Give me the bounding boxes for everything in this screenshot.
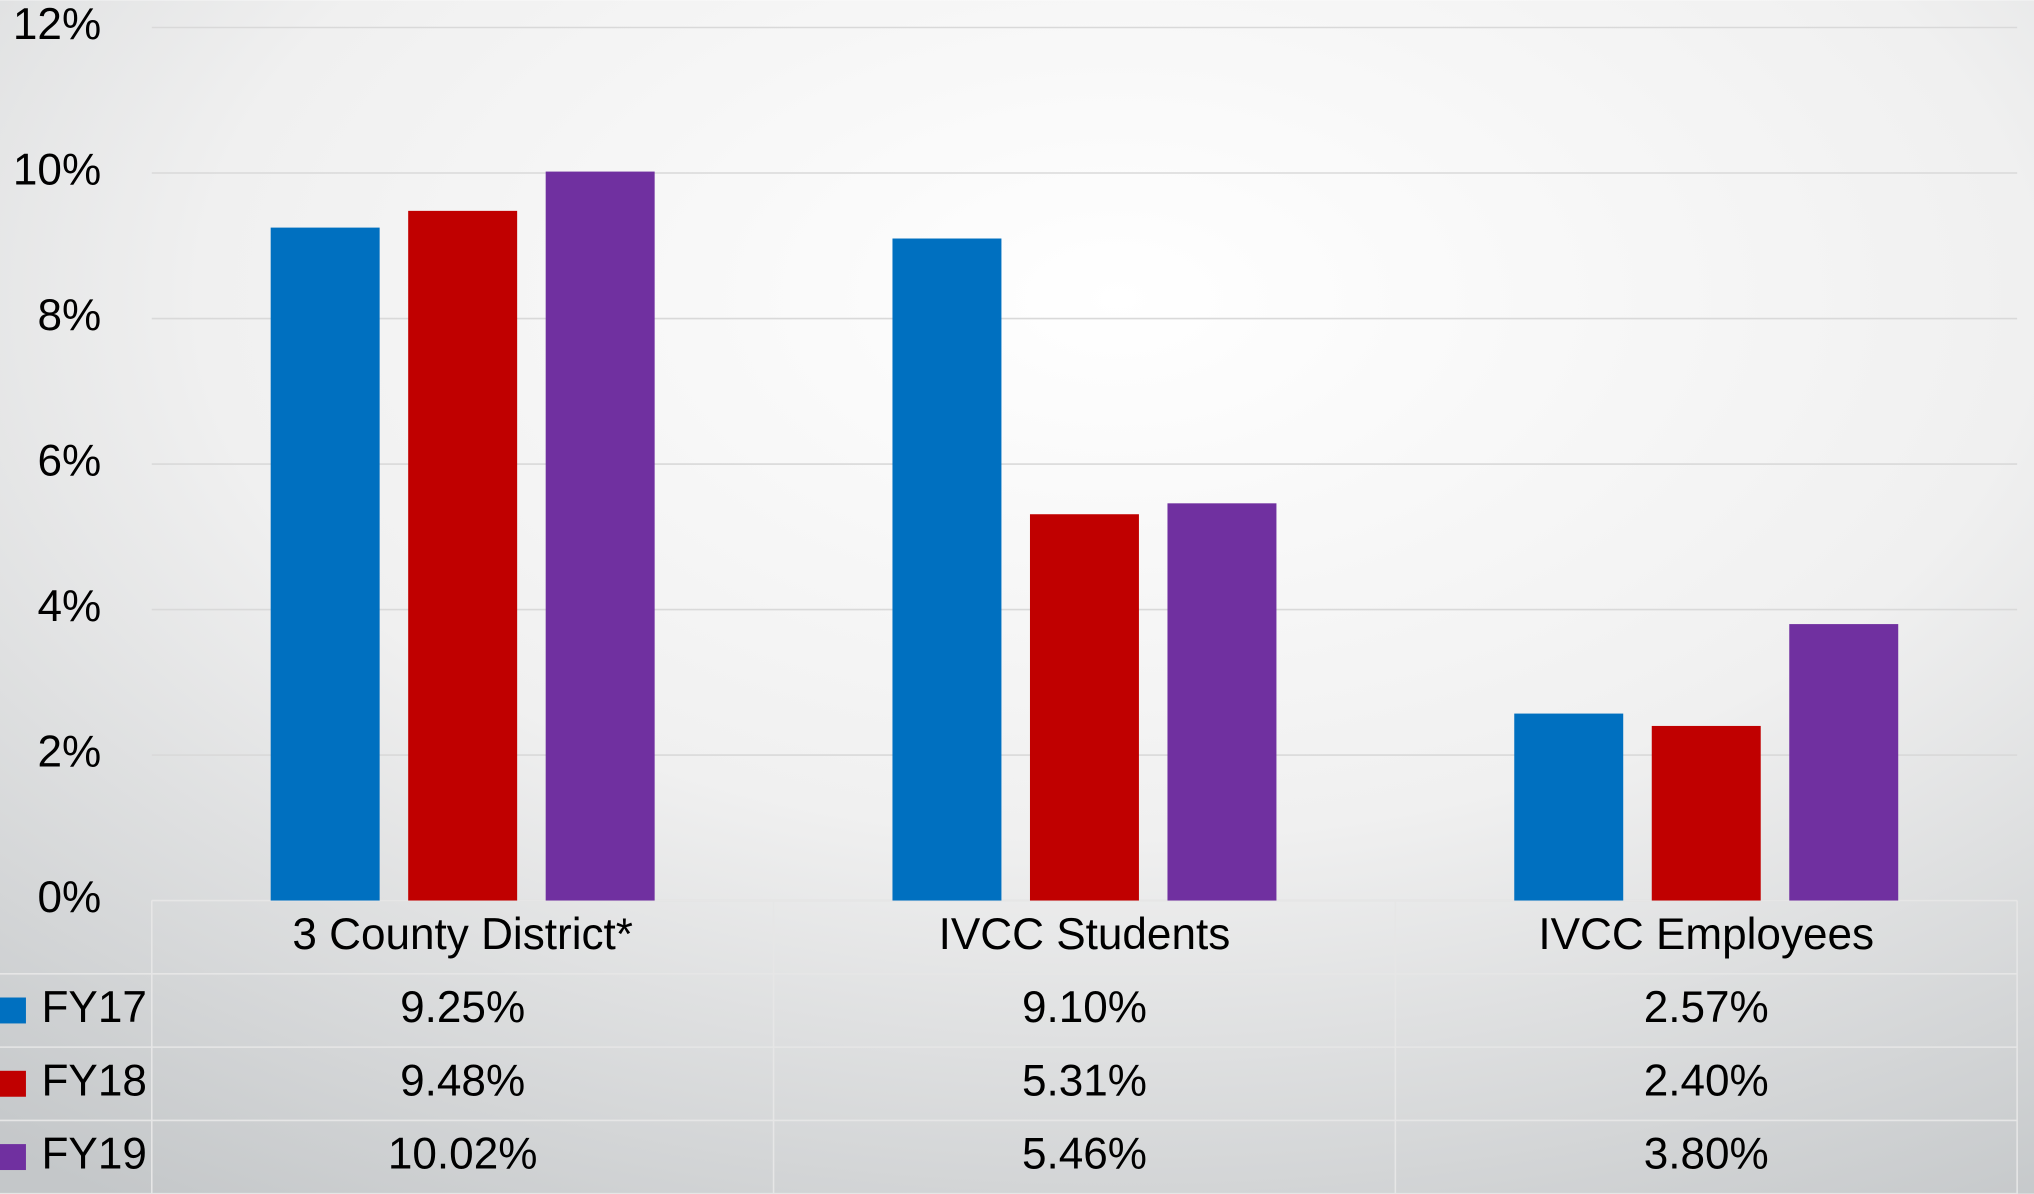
y-tick-label: 12% xyxy=(13,0,101,49)
bar xyxy=(1651,725,1761,901)
y-tick-label: 0% xyxy=(37,873,101,922)
bar xyxy=(545,171,655,901)
x-tick-label: IVCC Employees xyxy=(1538,910,1874,959)
table-value: 2.40% xyxy=(1644,1056,1769,1105)
table-value: 5.31% xyxy=(1022,1056,1147,1105)
bar xyxy=(892,238,1002,901)
bar xyxy=(270,227,380,901)
bar xyxy=(1514,713,1624,901)
legend-label: FY18 xyxy=(42,1056,147,1105)
bar xyxy=(408,210,518,901)
table-value: 3.80% xyxy=(1644,1130,1769,1179)
y-tick-label: 4% xyxy=(37,582,101,631)
y-tick-label: 2% xyxy=(37,728,101,777)
bar xyxy=(1789,624,1899,901)
y-tick-label: 10% xyxy=(13,146,101,195)
bar xyxy=(1029,514,1139,901)
table-value: 9.10% xyxy=(1022,983,1147,1032)
y-tick-label: 6% xyxy=(37,437,101,486)
table-value: 10.02% xyxy=(388,1130,538,1179)
y-tick-label: 8% xyxy=(37,291,101,340)
table-value: 9.48% xyxy=(400,1056,525,1105)
bar xyxy=(1167,503,1277,901)
table-value: 5.46% xyxy=(1022,1130,1147,1179)
x-tick-label: 3 County District* xyxy=(292,910,633,959)
legend-label: FY17 xyxy=(42,983,147,1032)
x-tick-label: IVCC Students xyxy=(939,910,1231,959)
legend-key xyxy=(0,1070,26,1097)
table-value: 9.25% xyxy=(400,983,525,1032)
table-value: 2.57% xyxy=(1644,983,1769,1032)
legend-key xyxy=(0,997,26,1024)
legend-key xyxy=(0,1144,26,1171)
legend-label: FY19 xyxy=(42,1130,147,1179)
